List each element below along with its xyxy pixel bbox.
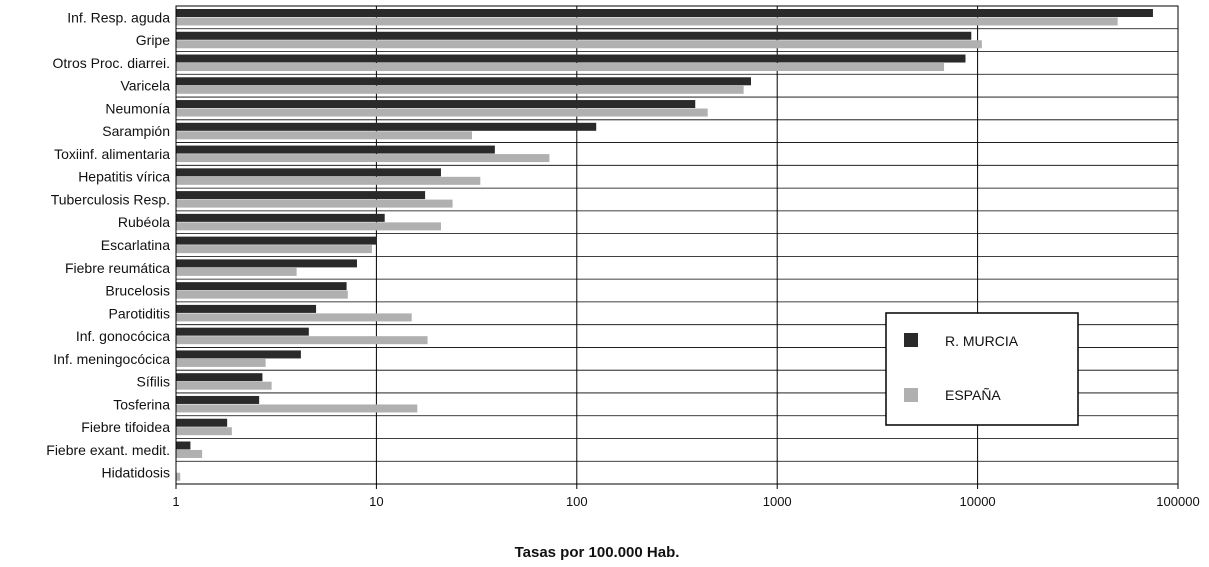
category-label: Otros Proc. diarrei. xyxy=(53,55,170,71)
legend-label-espana: ESPAÑA xyxy=(945,387,1001,403)
category-label: Gripe xyxy=(136,32,170,48)
bar-murcia xyxy=(176,441,190,449)
bar-espana xyxy=(176,131,472,139)
category-label: Toxiinf. alimentaria xyxy=(54,146,170,162)
bar-espana xyxy=(176,63,944,71)
bar-espana xyxy=(176,154,549,162)
x-axis-title: Tasas por 100.000 Hab. xyxy=(515,544,680,561)
category-labels: Inf. Resp. aguda Gripe Otros Proc. diarrei… xyxy=(46,9,170,480)
bar-murcia xyxy=(176,259,357,267)
x-tick-label: 1000 xyxy=(763,494,792,509)
bar-murcia xyxy=(176,373,262,381)
bar-espana xyxy=(176,382,272,390)
legend-label-murcia: R. MURCIA xyxy=(945,333,1019,349)
x-tick-label: 10000 xyxy=(960,494,996,509)
category-label: Escarlatina xyxy=(101,237,170,253)
bar-espana xyxy=(176,268,297,276)
bar-murcia xyxy=(176,350,301,358)
category-label: Inf. gonocócica xyxy=(76,328,170,344)
category-label: Neumonía xyxy=(105,100,170,116)
category-label: Inf. meningocócica xyxy=(53,351,170,367)
legend-swatch-espana xyxy=(904,388,918,402)
category-label: Varicela xyxy=(120,78,170,94)
category-label: Fiebre exant. medit. xyxy=(46,442,170,458)
category-label: Hepatitis vírica xyxy=(78,169,170,185)
bar-murcia xyxy=(176,282,347,290)
category-label: Tosferina xyxy=(113,396,170,412)
bar-murcia xyxy=(176,237,376,245)
category-label: Fiebre reumática xyxy=(65,260,170,276)
category-label: Inf. Resp. aguda xyxy=(67,9,170,25)
bar-espana xyxy=(176,404,417,412)
bar-murcia xyxy=(176,396,259,404)
category-label: Fiebre tifoidea xyxy=(81,419,170,435)
bar-espana xyxy=(176,245,372,253)
bar-espana xyxy=(176,450,202,458)
x-tick-labels: 1 10 100 1000 10000 100000 xyxy=(172,494,1199,509)
bar-murcia xyxy=(176,9,1153,17)
bar-espana xyxy=(176,291,348,299)
category-label: Brucelosis xyxy=(105,283,170,299)
bar-espana xyxy=(176,18,1118,26)
category-label: Parotiditis xyxy=(109,305,170,321)
bar-murcia xyxy=(176,419,227,427)
bar-murcia xyxy=(176,32,971,40)
bar-murcia xyxy=(176,77,751,85)
bar-espana xyxy=(176,359,266,367)
legend-box xyxy=(886,313,1078,425)
bar-murcia xyxy=(176,328,309,336)
category-label: Sarampión xyxy=(102,123,170,139)
bar-murcia xyxy=(176,214,385,222)
bar-espana xyxy=(176,313,412,321)
category-label: Rubéola xyxy=(118,214,170,230)
bar-murcia xyxy=(176,305,316,313)
bar-murcia xyxy=(176,100,695,108)
legend: R. MURCIA ESPAÑA xyxy=(886,313,1078,425)
bar-espana xyxy=(176,473,180,481)
legend-swatch-murcia xyxy=(904,333,918,347)
category-label: Sífilis xyxy=(137,374,170,390)
bar-murcia xyxy=(176,55,965,63)
x-tick-label: 100000 xyxy=(1156,494,1199,509)
bar-murcia xyxy=(176,191,425,199)
category-label: Hidatidosis xyxy=(102,465,170,481)
bar-murcia xyxy=(176,123,596,131)
x-tick-label: 1 xyxy=(172,494,179,509)
bar-murcia xyxy=(176,146,495,154)
x-tick-label: 100 xyxy=(566,494,588,509)
bar-espana xyxy=(176,177,480,185)
category-label: Tuberculosis Resp. xyxy=(51,191,170,207)
bar-espana xyxy=(176,86,744,94)
x-tick-label: 10 xyxy=(369,494,383,509)
bar-espana xyxy=(176,336,428,344)
bar-espana xyxy=(176,222,441,230)
bar-murcia xyxy=(176,168,441,176)
bar-espana xyxy=(176,200,453,208)
bar-espana xyxy=(176,109,708,117)
bar-espana xyxy=(176,40,982,48)
bar-espana xyxy=(176,427,232,435)
